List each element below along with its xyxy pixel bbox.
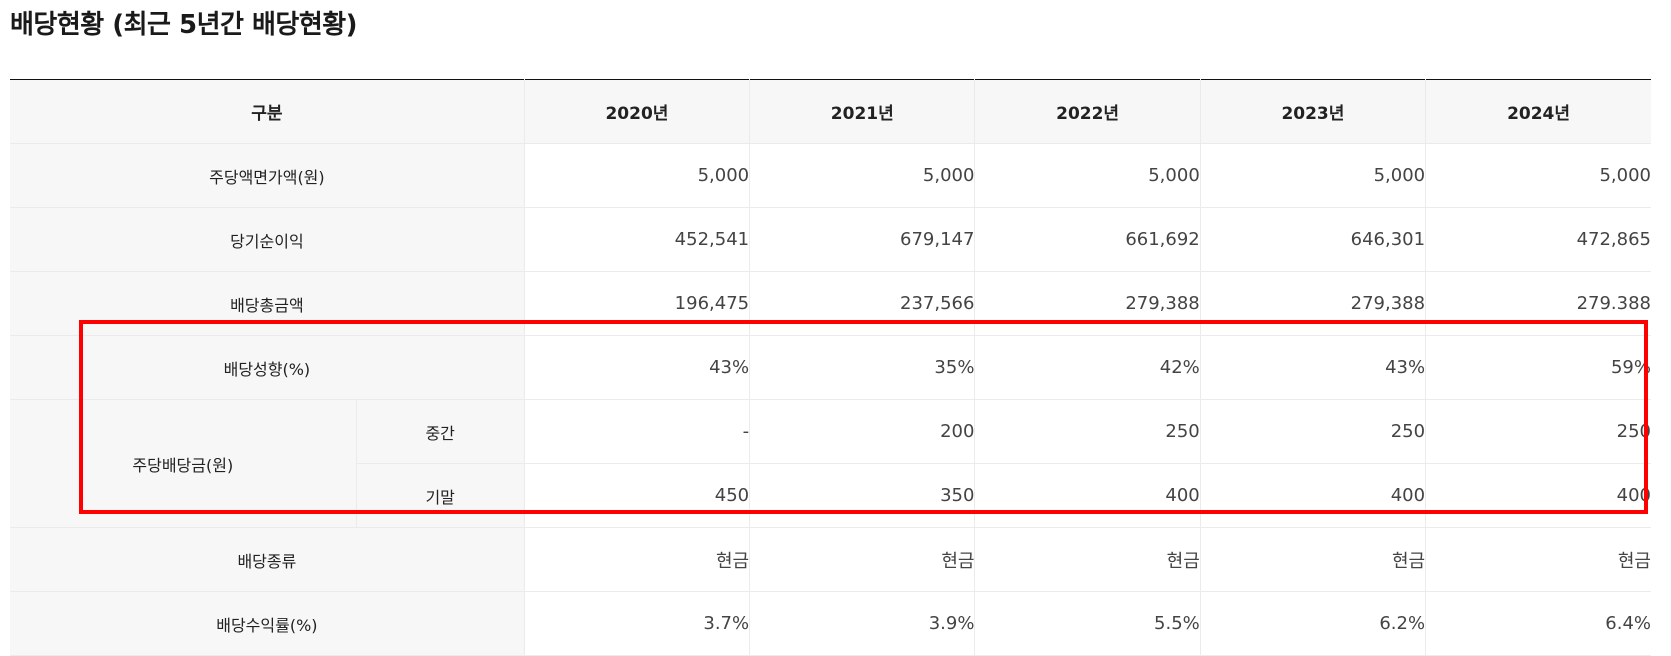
table-cell: 현금 — [749, 527, 976, 592]
row-label-payout-ratio: 배당성향(%) — [10, 335, 525, 400]
table-cell: 661,692 — [974, 207, 1201, 272]
header-category: 구분 — [10, 79, 525, 144]
table-cell: 250 — [974, 399, 1201, 464]
table-cell: 646,301 — [1200, 207, 1427, 272]
sub-label-interim: 중간 — [356, 399, 525, 464]
table-row-dps-final: 기말 450 350 400 400 400 — [10, 463, 1651, 528]
sub-label-final: 기말 — [356, 463, 525, 528]
row-label-total-dividend: 배당총금액 — [10, 271, 525, 336]
header-year-2020: 2020년 — [524, 79, 751, 144]
table-row-payout-ratio: 배당성향(%) 43% 35% 42% 43% 59% — [10, 335, 1651, 400]
table-cell: 5,000 — [749, 143, 976, 208]
table-cell: 현금 — [1425, 527, 1651, 592]
table-cell: 250 — [1425, 399, 1651, 464]
header-year-2024: 2024년 — [1425, 79, 1651, 144]
dividend-table: 구분 2020년 2021년 2022년 2023년 2024년 주당액면가액(… — [10, 79, 1651, 656]
table-row-net-income: 당기순이익 452,541 679,147 661,692 646,301 47… — [10, 207, 1651, 272]
table-cell: 현금 — [1200, 527, 1427, 592]
header-row: 구분 2020년 2021년 2022년 2023년 2024년 — [10, 79, 1651, 144]
table-cell: 472,865 — [1425, 207, 1651, 272]
table-row-dividend-type: 배당종류 현금 현금 현금 현금 현금 — [10, 527, 1651, 592]
table-cell: 400 — [1425, 463, 1651, 528]
row-label-net-income: 당기순이익 — [10, 207, 525, 272]
table-cell: 6.2% — [1200, 591, 1427, 656]
table-cell: 현금 — [974, 527, 1201, 592]
table-cell: 5,000 — [524, 143, 751, 208]
table-cell: 43% — [1200, 335, 1427, 400]
table-cell: 5.5% — [974, 591, 1201, 656]
table-cell: 5,000 — [1200, 143, 1427, 208]
table-cell: 679,147 — [749, 207, 976, 272]
table-cell: 현금 — [524, 527, 751, 592]
table-cell: 43% — [524, 335, 751, 400]
table-cell: 200 — [749, 399, 976, 464]
table-cell: 5,000 — [1425, 143, 1651, 208]
table-row-total-dividend: 배당총금액 196,475 237,566 279,388 279,388 27… — [10, 271, 1651, 336]
dividend-table-container: 구분 2020년 2021년 2022년 2023년 2024년 주당액면가액(… — [10, 79, 1651, 656]
table-cell: 5,000 — [974, 143, 1201, 208]
row-label-dps: 주당배당금(원) — [10, 399, 357, 528]
table-cell: 59% — [1425, 335, 1651, 400]
page-title: 배당현황 (최근 5년간 배당현황) — [10, 10, 358, 40]
row-label-face-value: 주당액면가액(원) — [10, 143, 525, 208]
table-row-face-value: 주당액면가액(원) 5,000 5,000 5,000 5,000 5,000 — [10, 143, 1651, 208]
table-cell: 42% — [974, 335, 1201, 400]
table-cell: 3.9% — [749, 591, 976, 656]
header-year-2022: 2022년 — [974, 79, 1201, 144]
table-cell: 400 — [1200, 463, 1427, 528]
table-cell: 35% — [749, 335, 976, 400]
header-year-2021: 2021년 — [749, 79, 976, 144]
table-cell: 350 — [749, 463, 976, 528]
table-row-dividend-yield: 배당수익률(%) 3.7% 3.9% 5.5% 6.2% 6.4% — [10, 591, 1651, 656]
row-label-dividend-type: 배당종류 — [10, 527, 525, 592]
table-cell: 400 — [974, 463, 1201, 528]
table-cell: 250 — [1200, 399, 1427, 464]
table-cell: 452,541 — [524, 207, 751, 272]
table-cell: 279,388 — [1200, 271, 1427, 336]
table-cell: 196,475 — [524, 271, 751, 336]
table-cell: 6.4% — [1425, 591, 1651, 656]
row-label-dividend-yield: 배당수익률(%) — [10, 591, 525, 656]
table-cell: 279.388 — [1425, 271, 1651, 336]
table-row-dps-interim: 주당배당금(원) 중간 - 200 250 250 250 — [10, 399, 1651, 528]
table-cell: - — [524, 399, 751, 464]
header-year-2023: 2023년 — [1200, 79, 1427, 144]
table-cell: 237,566 — [749, 271, 976, 336]
table-cell: 279,388 — [974, 271, 1201, 336]
table-cell: 450 — [524, 463, 751, 528]
table-cell: 3.7% — [524, 591, 751, 656]
